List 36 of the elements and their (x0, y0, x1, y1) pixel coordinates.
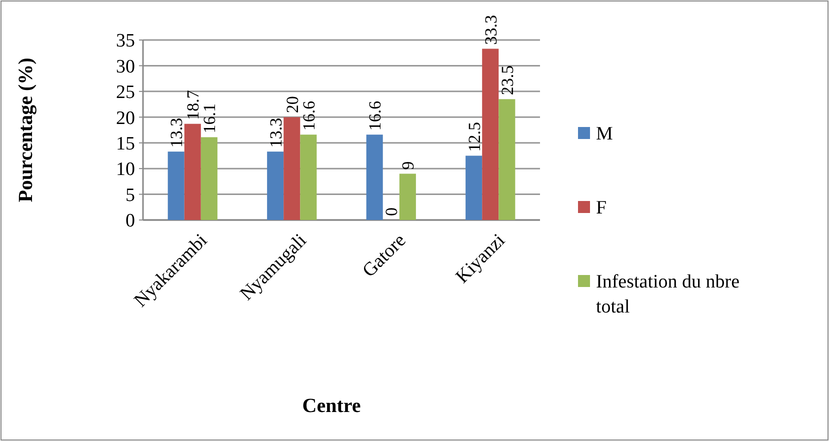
bar (399, 174, 416, 220)
data-label: 16.6 (299, 100, 318, 131)
bar (482, 48, 499, 220)
bar (466, 156, 482, 220)
y-tick-label: 25 (116, 82, 135, 104)
data-label: 13.3 (266, 118, 286, 148)
bar (184, 124, 201, 220)
legend-label: M (596, 124, 613, 145)
data-label: 33.3 (481, 14, 500, 45)
bar (498, 99, 516, 220)
bar (267, 152, 284, 220)
data-label: 0 (382, 208, 402, 216)
data-label: 13.3 (167, 118, 186, 148)
legend-label: F (596, 198, 607, 219)
data-label: 9 (398, 161, 418, 170)
data-label: 18.7 (184, 90, 203, 120)
y-tick-label: 15 (116, 134, 135, 155)
data-label: 23.5 (498, 65, 517, 96)
data-label: 20 (282, 96, 302, 114)
data-label: 16.1 (200, 103, 220, 134)
y-tick-label: 5 (126, 184, 135, 206)
bar (200, 137, 218, 220)
y-tick-label: 35 (116, 30, 135, 52)
y-tick-label: 30 (116, 56, 135, 78)
bar (284, 117, 300, 220)
bar (168, 152, 184, 220)
y-axis-title: Pourcentage (%) (15, 58, 37, 202)
x-axis-title: Centre (302, 395, 361, 417)
data-label: 12.5 (464, 122, 484, 152)
bar (300, 134, 317, 220)
bar (366, 134, 383, 220)
data-label: 16.6 (366, 100, 385, 131)
y-tick-label: 20 (116, 108, 135, 129)
legend-label: Infestation du nbre total (596, 272, 740, 318)
y-tick-label: 0 (126, 210, 135, 232)
y-tick-label: 10 (116, 159, 135, 180)
